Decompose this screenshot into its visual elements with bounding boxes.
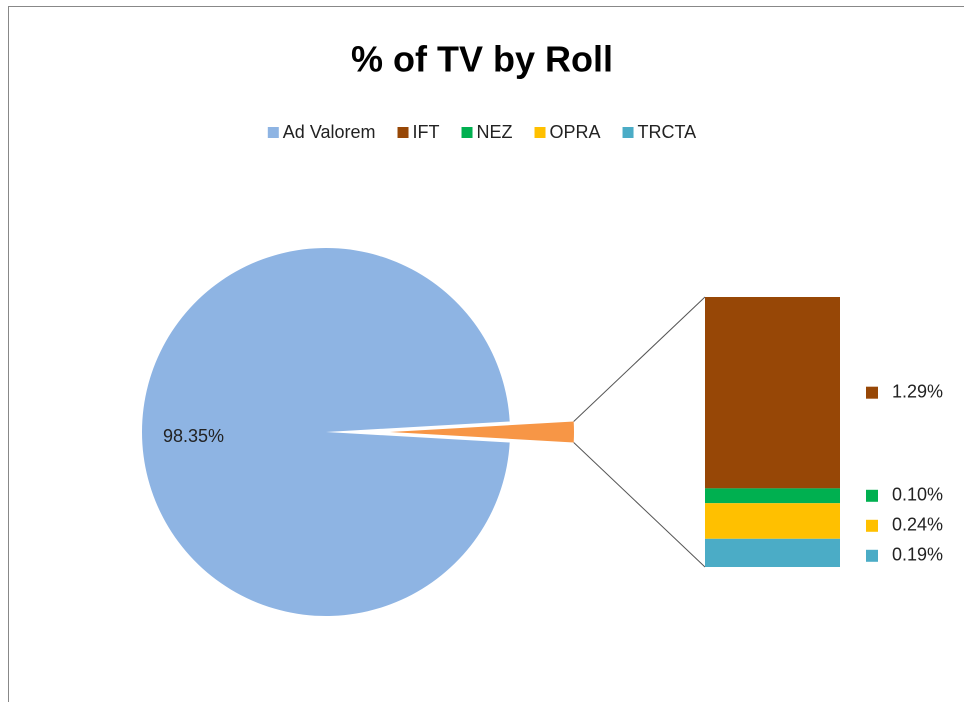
legend-label: OPRA bbox=[550, 122, 601, 142]
data-label: 0.24% bbox=[892, 515, 943, 535]
legend-swatch bbox=[622, 127, 634, 138]
bar-segment bbox=[705, 538, 840, 567]
data-label: 0.10% bbox=[892, 485, 943, 505]
data-label-swatch bbox=[866, 489, 878, 502]
bar-segment bbox=[705, 297, 840, 489]
legend-label: TRCTA bbox=[638, 122, 697, 142]
data-label: 0.19% bbox=[892, 545, 943, 565]
data-label-swatch bbox=[866, 519, 878, 532]
data-label-swatch bbox=[866, 386, 878, 399]
legend-label: NEZ bbox=[477, 122, 513, 142]
chart-title: % of TV by Roll bbox=[351, 39, 613, 80]
connector bbox=[573, 442, 706, 568]
legend-label: Ad Valorem bbox=[283, 122, 376, 142]
legend-swatch bbox=[267, 127, 279, 138]
data-label: 98.35% bbox=[163, 426, 224, 446]
bar-segment bbox=[705, 488, 840, 504]
connector bbox=[573, 296, 706, 422]
bar-segment bbox=[705, 503, 840, 539]
pie-slice-other bbox=[390, 421, 574, 443]
legend-swatch bbox=[461, 127, 473, 138]
legend-label: IFT bbox=[413, 122, 440, 142]
data-label-swatch bbox=[866, 549, 878, 562]
legend-swatch bbox=[534, 127, 546, 138]
legend-swatch bbox=[397, 127, 409, 138]
pie-slice bbox=[142, 247, 510, 616]
data-label: 1.29% bbox=[892, 381, 943, 401]
